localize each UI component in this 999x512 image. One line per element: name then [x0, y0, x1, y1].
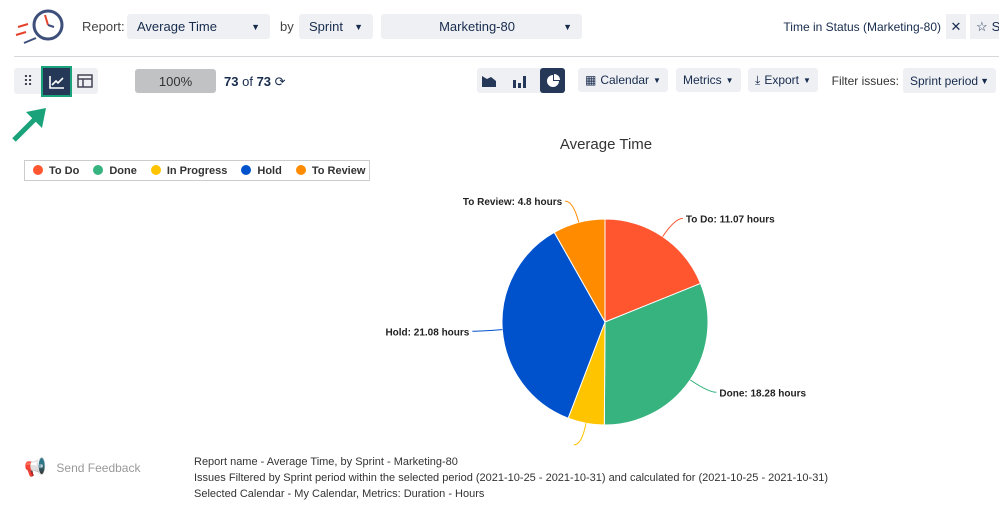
progress-bar: 100% — [135, 69, 216, 93]
pie-connector — [689, 379, 717, 393]
pie-data-label: To Do: 11.07 hours — [686, 214, 775, 225]
by-label: by — [280, 19, 294, 34]
summary-line: Issues Filtered by Sprint period within … — [194, 472, 829, 484]
app-logo — [15, 9, 64, 44]
table-view-icon[interactable] — [74, 70, 96, 92]
report-label: Report: — [82, 19, 125, 34]
legend-item[interactable]: To Review — [295, 164, 366, 177]
metrics-button[interactable]: Metrics ▼ — [676, 68, 741, 92]
legend-item[interactable]: Done — [93, 164, 137, 177]
pie-data-label: Hold: 21.08 hours — [385, 327, 469, 338]
legend-swatch — [150, 164, 161, 175]
chart-legend: To Do Done In Progress Hold To Review — [24, 160, 370, 181]
arrow-pointer-icon — [12, 108, 46, 142]
pie-slice-in-progress[interactable] — [567, 321, 606, 426]
pie-slice-to-do[interactable] — [604, 218, 702, 323]
filter-select[interactable]: Sprint period ▼ — [903, 68, 996, 93]
legend-swatch — [33, 164, 43, 175]
chevron-down-icon: ▼ — [803, 75, 811, 85]
legend-item[interactable]: Hold — [241, 164, 282, 177]
report-value: Average Time — [137, 19, 217, 34]
legend-swatch — [295, 164, 306, 175]
pie-slice-done[interactable] — [603, 282, 709, 426]
pie-connector — [565, 200, 580, 223]
export-button[interactable]: ⤓ Export ▼ — [748, 68, 818, 92]
pie-data-label: Done: 18.28 hours — [719, 388, 806, 399]
pie-chart-icon — [546, 73, 560, 87]
bar-chart-icon[interactable] — [508, 70, 530, 92]
legend-label: To Review — [311, 164, 366, 177]
close-icon[interactable]: ✕ — [946, 14, 966, 39]
chart-view-button[interactable] — [41, 66, 72, 97]
download-icon: ⤓ — [755, 72, 761, 87]
pie-connector — [662, 217, 683, 237]
chevron-down-icon: ▼ — [653, 75, 661, 85]
summary-line: Report name - Average Time, by Sprint - … — [194, 456, 458, 468]
chevron-down-icon: ▼ — [251, 21, 260, 32]
star-button[interactable]: ☆ S — [970, 14, 999, 39]
group-by-select[interactable]: Sprint ▼ — [299, 14, 373, 39]
group-by-value: Sprint — [309, 19, 343, 34]
legend-swatch — [241, 164, 252, 175]
pie-connector — [472, 329, 503, 332]
pie-slice-hold[interactable] — [501, 231, 606, 419]
sprint-select[interactable]: Marketing-80 ▼ — [381, 14, 582, 39]
legend-swatch — [93, 164, 104, 175]
issue-count: 73 of 73 ⟳ — [224, 74, 286, 89]
grid-view-icon[interactable]: ⠿ — [22, 72, 34, 89]
pie-connector — [573, 423, 587, 446]
pie-data-label: To Review: 4.8 hours — [463, 197, 563, 208]
calendar-icon: ▦ — [585, 73, 597, 87]
legend-item[interactable]: In Progress — [150, 164, 228, 177]
area-chart-icon[interactable] — [478, 70, 500, 92]
chart-line-icon — [48, 75, 64, 89]
legend-label: Hold — [257, 164, 282, 177]
chart-title: Average Time — [560, 136, 652, 153]
pie-slice-to-review[interactable] — [553, 218, 606, 324]
filter-label: Filter issues: — [831, 74, 899, 88]
legend-label: In Progress — [166, 164, 228, 177]
divider — [14, 56, 999, 57]
star-icon: ☆ — [976, 18, 988, 34]
legend-item[interactable]: To Do — [33, 164, 80, 177]
sprint-value: Marketing-80 — [439, 19, 515, 34]
report-summary: Report name - Average Time, by Sprint - … — [194, 454, 828, 502]
chevron-down-icon: ▼ — [725, 75, 734, 85]
summary-line: Selected Calendar - My Calendar, Metrics… — [194, 488, 485, 500]
chevron-down-icon: ▼ — [980, 75, 989, 86]
calendar-button[interactable]: ▦ Calendar ▼ — [578, 68, 668, 92]
legend-label: Done — [109, 164, 137, 177]
pie-chart-button[interactable] — [540, 68, 565, 93]
chevron-down-icon: ▼ — [354, 21, 363, 32]
caret-down-icon: ▼ — [563, 21, 572, 32]
report-tab-title[interactable]: Time in Status (Marketing-80) — [783, 20, 941, 34]
send-feedback-button[interactable]: 📢 Send Feedback — [24, 457, 141, 477]
report-select[interactable]: Average Time ▼ — [127, 14, 270, 39]
megaphone-icon: 📢 — [24, 457, 47, 477]
refresh-icon[interactable]: ⟳ — [274, 74, 286, 89]
progress-text: 100% — [158, 73, 193, 89]
legend-label: To Do — [49, 164, 80, 177]
